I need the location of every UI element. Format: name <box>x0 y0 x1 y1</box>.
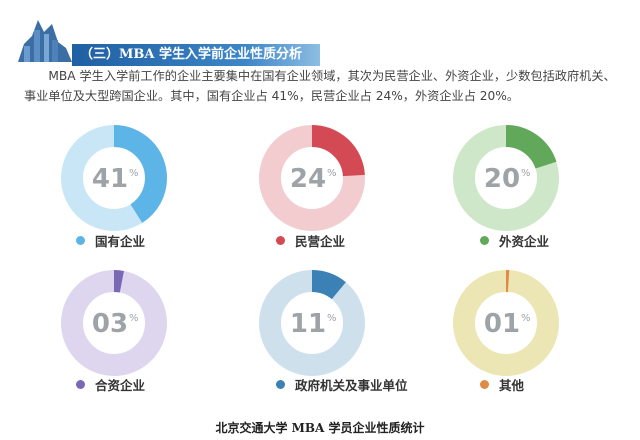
legend-item: 国有企业 <box>76 231 145 250</box>
donut-chart: 24% <box>259 125 365 231</box>
legend-item: 民营企业 <box>276 231 345 250</box>
donut-slice <box>61 125 167 231</box>
section-title: （三）MBA 学生入学前企业性质分析 <box>80 47 302 62</box>
donut-value-label: 01 <box>484 309 520 339</box>
legend-label: 其他 <box>499 378 525 393</box>
donut-unit-label: % <box>327 168 337 179</box>
legend-dot-icon <box>76 380 85 389</box>
chart-caption: 北京交通大学 MBA 学员企业性质统计 <box>215 421 425 435</box>
legend-item: 其他 <box>480 375 524 394</box>
legend-label: 国有企业 <box>95 234 146 249</box>
legend-label: 民营企业 <box>295 234 346 249</box>
donut-chart: 03% <box>61 270 167 376</box>
donut-value-label: 11 <box>290 309 326 339</box>
donut-unit-label: % <box>521 168 531 179</box>
donut-slice <box>453 125 559 231</box>
legend-label: 政府机关及事业单位 <box>295 378 408 393</box>
legend-label: 合资企业 <box>95 378 146 393</box>
legend-dot-icon <box>276 380 285 389</box>
legend-item: 合资企业 <box>76 375 145 394</box>
donut-unit-label: % <box>327 313 337 324</box>
legend-label: 外资企业 <box>499 234 550 249</box>
donut-chart: 01% <box>453 270 559 376</box>
donut-unit-label: % <box>129 313 139 324</box>
donut-value-label: 20 <box>484 164 520 194</box>
donut-slice <box>453 270 559 376</box>
donut-slice <box>259 270 365 376</box>
donut-slice <box>259 125 365 231</box>
section-header: （三）MBA 学生入学前企业性质分析 <box>14 14 324 66</box>
legend-dot-icon <box>480 380 489 389</box>
donut-unit-label: % <box>129 168 139 179</box>
building-logo-icon <box>18 20 72 62</box>
donut-chart: 11% <box>259 270 365 376</box>
legend-dot-icon <box>76 236 85 245</box>
donut-value-label: 24 <box>290 164 326 194</box>
header-bar <box>72 44 320 66</box>
donut-value-label: 03 <box>92 309 128 339</box>
donut-slice <box>61 270 167 376</box>
donut-unit-label: % <box>521 313 531 324</box>
donut-chart: 41% <box>61 125 167 231</box>
legend-item: 外资企业 <box>480 231 549 250</box>
legend-item: 政府机关及事业单位 <box>276 375 408 394</box>
legend-dot-icon <box>276 236 285 245</box>
intro-paragraph: MBA 学生入学前工作的企业主要集中在国有企业领域，其次为民营企业、外资企业，少… <box>24 69 616 103</box>
legend-dot-icon <box>480 236 489 245</box>
donut-chart: 20% <box>453 125 559 231</box>
donut-value-label: 41 <box>92 164 128 194</box>
